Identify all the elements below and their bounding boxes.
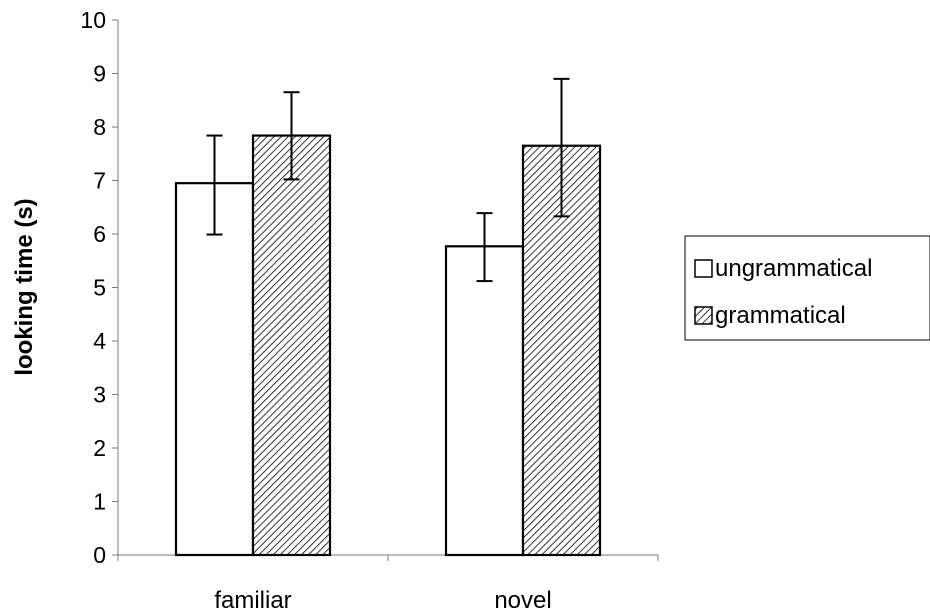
legend-swatch-grammatical [694,306,713,325]
legend-label-grammatical: grammatical [715,302,846,329]
bar-ungrammatical-novel [444,245,525,557]
y-tick-label: 4 [93,328,106,354]
y-tick-label: 8 [93,114,106,140]
y-tick-label: 2 [93,435,106,461]
y-tick-label: 7 [93,168,106,194]
legend-swatch-ungrammatical [694,259,713,278]
y-ticks: 0 1 2 3 4 5 6 7 8 9 10 [80,7,118,568]
bar-grammatical-novel [521,144,602,557]
y-tick-label: 1 [93,489,106,515]
bars [174,134,602,557]
legend-box [684,235,930,341]
error-bars [206,77,570,283]
y-tick-label: 5 [93,275,106,301]
bar-ungrammatical-familiar [174,182,255,557]
bar-grammatical-familiar [251,134,332,557]
y-tick-label: 6 [93,221,106,247]
legend-label-ungrammatical: ungrammatical [715,255,872,282]
category-label-novel: novel [494,587,551,614]
legend: ungrammatical grammatical [684,235,930,341]
y-tick-label: 0 [93,542,106,568]
y-axis-title: looking time (s) [11,198,38,375]
y-tick-label: 3 [93,382,106,408]
category-label-familiar: familiar [214,587,291,614]
y-tick-label: 9 [93,61,106,87]
category-labels: familiar novel [214,587,551,614]
x-ticks [117,555,659,561]
y-tick-label: 10 [80,7,106,33]
